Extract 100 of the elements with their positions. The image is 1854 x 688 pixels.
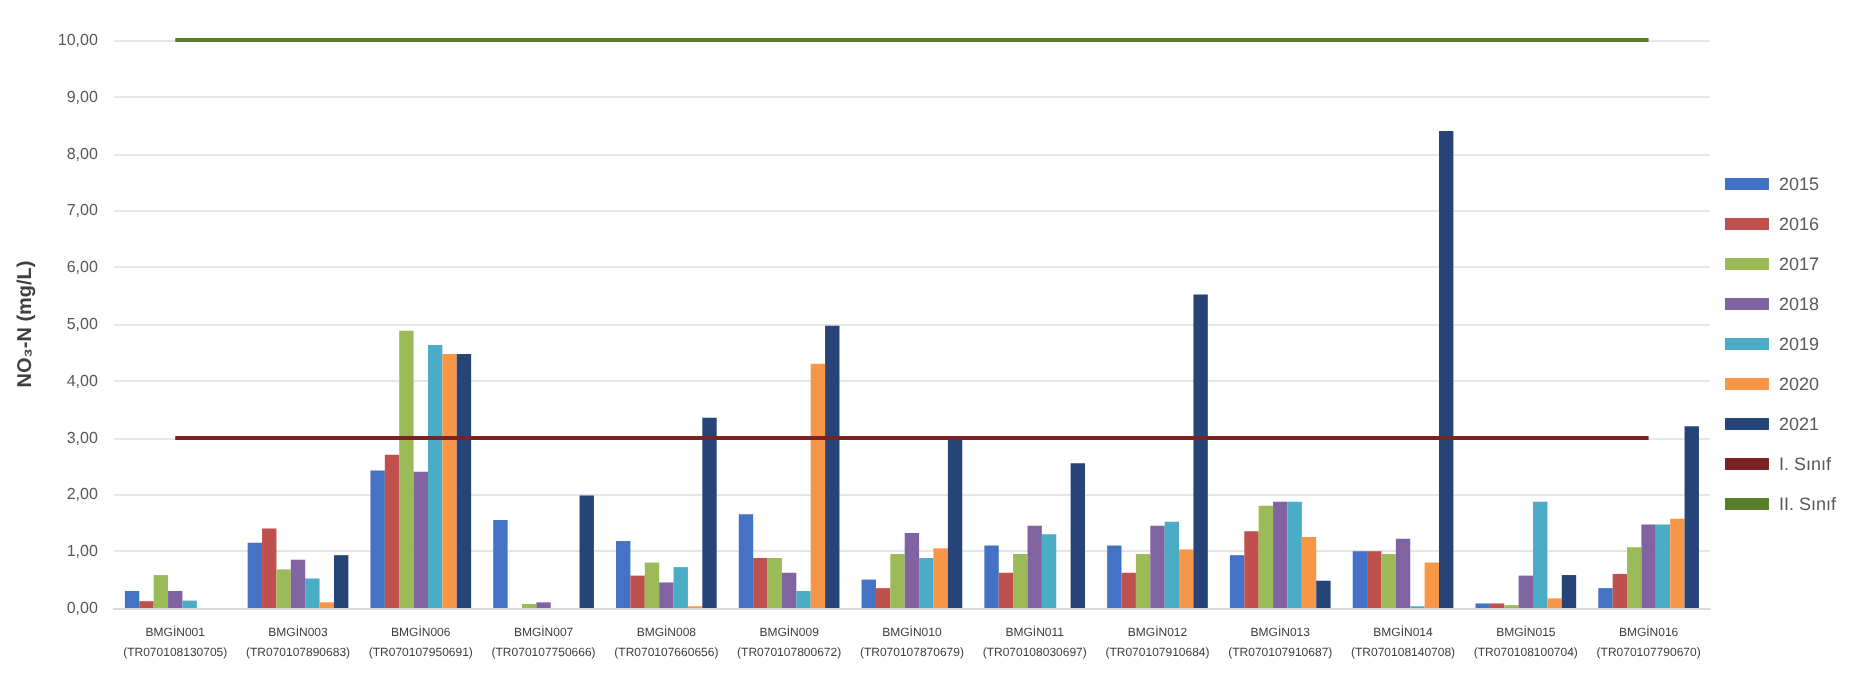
bar — [276, 569, 291, 608]
y-tick-label: 3,00 — [66, 428, 99, 447]
bar — [247, 542, 263, 608]
y-tick-label: 7,00 — [66, 201, 99, 220]
legend-label: 2018 — [1778, 294, 1820, 314]
bar — [890, 554, 905, 608]
bar — [333, 555, 349, 608]
y-tick-label: 2,00 — [66, 485, 99, 504]
bar — [753, 558, 768, 608]
bar — [630, 575, 645, 608]
bar — [384, 454, 400, 608]
legend-label: 2015 — [1778, 174, 1820, 194]
bar — [262, 528, 277, 608]
bar — [1439, 130, 1454, 608]
bar — [644, 562, 660, 608]
bar — [738, 514, 754, 608]
legend-label: 2021 — [1778, 414, 1820, 434]
legend-label: I. Sınıf — [1778, 454, 1832, 474]
bar — [1684, 426, 1699, 608]
bar — [1655, 524, 1671, 608]
bar — [616, 540, 631, 608]
bar — [1070, 463, 1086, 608]
bar — [1273, 501, 1288, 608]
bar — [1598, 588, 1613, 608]
bar — [933, 548, 948, 608]
bar — [875, 588, 891, 608]
bar — [1424, 562, 1439, 608]
bar — [1367, 551, 1382, 608]
bar — [1518, 575, 1534, 608]
bar — [1041, 534, 1057, 608]
y-tick-label: 5,00 — [66, 315, 99, 333]
bar — [370, 470, 385, 608]
bar — [413, 471, 428, 608]
bar — [493, 519, 508, 608]
bar — [1150, 525, 1165, 608]
bar — [1287, 501, 1302, 608]
bar — [947, 437, 963, 608]
bar — [1164, 521, 1180, 608]
bar — [1641, 524, 1656, 608]
y-tick-label: 8,00 — [66, 144, 99, 163]
bar — [1561, 575, 1577, 608]
bar — [659, 582, 674, 608]
bar — [1627, 547, 1642, 608]
bar — [139, 601, 154, 608]
bar — [1258, 505, 1274, 608]
bar — [1612, 573, 1628, 608]
bar — [399, 330, 414, 608]
bar — [673, 567, 688, 608]
bar — [182, 600, 197, 608]
bar — [305, 578, 320, 608]
bar — [1121, 572, 1136, 608]
bar — [1395, 538, 1411, 608]
bar — [153, 575, 169, 608]
legend-label: 2020 — [1778, 374, 1820, 394]
legend-label: 2019 — [1778, 334, 1820, 354]
y-tick-label: 0,00 — [66, 599, 99, 617]
bar — [1027, 525, 1042, 608]
y-tick-label: 10,00 — [57, 31, 99, 49]
bar — [810, 363, 826, 608]
bar — [290, 559, 306, 608]
legend-label: 2016 — [1778, 214, 1820, 234]
bar — [984, 545, 999, 608]
bar — [456, 354, 472, 608]
bar — [1193, 294, 1208, 608]
bar — [1107, 545, 1122, 608]
bar — [427, 345, 443, 608]
bar — [1229, 555, 1245, 608]
bar — [1301, 537, 1317, 608]
bar — [767, 558, 782, 608]
legend-label: II. Sınıf — [1778, 494, 1837, 514]
bar — [124, 590, 140, 608]
bar — [1670, 518, 1685, 608]
bar — [1352, 551, 1368, 608]
bar — [1179, 549, 1194, 608]
y-tick-label: 1,00 — [66, 542, 99, 561]
bar — [702, 417, 717, 608]
bar — [796, 590, 811, 608]
bar — [861, 579, 876, 608]
y-axis-title: NO₃-N (mg/L) — [15, 260, 37, 388]
bar — [781, 572, 797, 608]
y-tick-label: 6,00 — [66, 258, 99, 277]
bar — [1244, 531, 1259, 608]
bar — [825, 325, 840, 608]
bar — [998, 572, 1014, 608]
bar — [919, 558, 934, 608]
bar — [1381, 554, 1396, 608]
bar — [319, 602, 334, 608]
bar — [1316, 580, 1331, 608]
bar — [1013, 554, 1028, 608]
bar — [1533, 501, 1548, 608]
bar — [1547, 598, 1562, 608]
bar — [168, 590, 183, 608]
legend-label: 2017 — [1778, 254, 1820, 274]
y-tick-label: 4,00 — [66, 371, 99, 390]
bar — [579, 495, 594, 608]
bar — [536, 602, 551, 608]
bar — [1135, 554, 1151, 608]
bar — [442, 354, 457, 608]
y-tick-label: 9,00 — [66, 87, 99, 106]
bar — [904, 533, 920, 608]
